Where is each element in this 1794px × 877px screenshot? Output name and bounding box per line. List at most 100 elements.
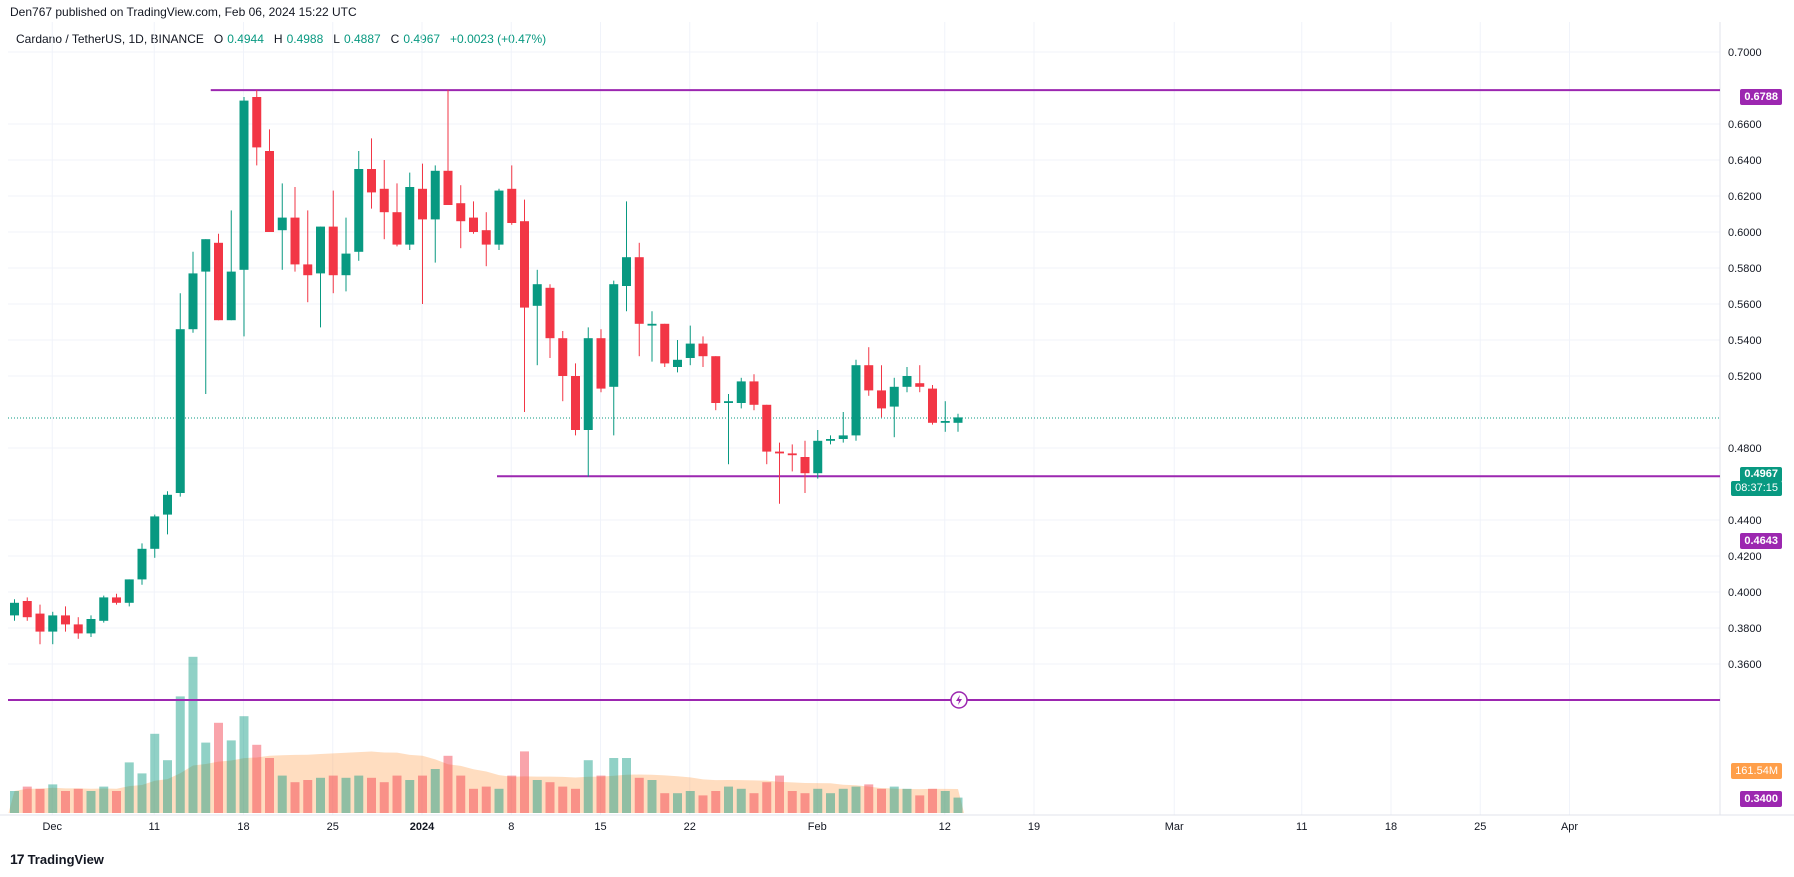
candle-body[interactable] (787, 453, 797, 456)
candle-body[interactable] (252, 97, 262, 148)
candle-body[interactable] (328, 226, 338, 276)
candle-body[interactable] (316, 226, 325, 274)
candle-body[interactable] (367, 169, 376, 193)
candle-body[interactable] (175, 329, 185, 493)
candle-body[interactable] (61, 615, 70, 625)
candle-body[interactable] (379, 188, 389, 213)
candle-body[interactable] (520, 221, 529, 308)
candle-body[interactable] (953, 417, 963, 423)
candle-body[interactable] (634, 257, 644, 324)
candlestick-chart[interactable]: 0.7000 0.6600 0.6400 0.6200 0.6000 0.5800 0.56… (0, 22, 1794, 850)
candle-body[interactable] (494, 190, 504, 245)
candle-body[interactable] (928, 388, 937, 423)
candle-body[interactable] (622, 257, 631, 286)
candle-body[interactable] (430, 170, 440, 220)
candle-body[interactable] (456, 203, 466, 222)
volume-bar (73, 788, 83, 813)
candle-body[interactable] (647, 323, 657, 326)
candle-body[interactable] (532, 284, 542, 306)
candle-body[interactable] (201, 239, 211, 272)
symbol-legend: Cardano / TetherUS, 1D, BINANCE O 0.4944 … (16, 32, 546, 46)
volume-bar (609, 758, 619, 813)
symbol-title[interactable]: Cardano / TetherUS, 1D, BINANCE (16, 32, 204, 46)
candle-body[interactable] (392, 212, 402, 245)
candle-body[interactable] (889, 386, 899, 407)
candle-body[interactable] (99, 597, 109, 621)
y-tick-label: 0.4200 (1728, 551, 1762, 563)
candle-body[interactable] (826, 439, 835, 441)
candle-body[interactable] (277, 217, 287, 231)
candle-body[interactable] (609, 284, 619, 387)
candle-body[interactable] (265, 151, 274, 232)
candle-body[interactable] (188, 273, 198, 330)
candle-body[interactable] (443, 170, 453, 205)
candle-body[interactable] (749, 381, 759, 405)
candle-body[interactable] (660, 323, 670, 364)
high-value: 0.4988 (286, 32, 324, 46)
candle-body[interactable] (877, 390, 886, 409)
candle-body[interactable] (724, 401, 733, 403)
candle-body[interactable] (112, 597, 121, 603)
candle-body[interactable] (800, 457, 810, 474)
low-label: L (333, 32, 340, 46)
low-value: 0.4887 (343, 32, 381, 46)
candle-body[interactable] (940, 421, 950, 423)
candle-body[interactable] (851, 365, 861, 436)
tradingview-brand[interactable]: 17 TradingView (10, 851, 104, 867)
lightning-bolt (956, 695, 962, 705)
candle-body[interactable] (673, 359, 682, 367)
candle-body[interactable] (150, 516, 160, 549)
candle-body[interactable] (545, 287, 555, 339)
candle-body[interactable] (775, 451, 784, 454)
candle-body[interactable] (354, 169, 364, 252)
candle-body[interactable] (864, 365, 874, 391)
candle-body[interactable] (596, 338, 606, 389)
candle-body[interactable] (813, 440, 823, 474)
volume-bar (698, 795, 708, 813)
candle-body[interactable] (22, 601, 32, 618)
candle-body[interactable] (583, 338, 593, 430)
candle-body[interactable] (469, 217, 478, 232)
candle-body[interactable] (558, 338, 568, 376)
candle-body[interactable] (698, 343, 708, 357)
candle-body[interactable] (507, 188, 517, 223)
candle-body[interactable] (48, 615, 58, 632)
candle-body[interactable] (163, 494, 172, 515)
candle-body[interactable] (915, 383, 925, 387)
candle-body[interactable] (762, 404, 772, 452)
candle-body[interactable] (685, 343, 695, 358)
candle-body[interactable] (73, 624, 83, 634)
x-tick-label: 15 (594, 821, 606, 833)
volume-bar (405, 780, 415, 813)
candle-body[interactable] (902, 376, 912, 387)
volume-bar (379, 782, 389, 813)
volume-bar (915, 795, 925, 813)
volume-bar (762, 782, 772, 813)
volume-bar (558, 786, 568, 813)
volume-bar (61, 791, 70, 813)
volume-bar (647, 780, 657, 813)
candle-body[interactable] (124, 579, 134, 603)
candle-body[interactable] (405, 187, 415, 245)
candle-body[interactable] (711, 356, 721, 403)
candle-body[interactable] (303, 264, 313, 276)
candle-body[interactable] (35, 613, 45, 632)
candle-body[interactable] (10, 602, 19, 616)
candle-body[interactable] (290, 217, 300, 265)
candle-body[interactable] (86, 619, 96, 634)
candle-body[interactable] (481, 230, 491, 245)
volume-bar (137, 773, 147, 813)
tradingview-logo-icon: 17 (10, 851, 25, 867)
volume-bar (800, 793, 810, 813)
candle-body[interactable] (137, 548, 147, 580)
candle-body[interactable] (838, 435, 848, 439)
x-tick-label: 11 (149, 821, 160, 833)
volume-bar (571, 788, 580, 813)
candle-body[interactable] (239, 100, 249, 270)
candle-body[interactable] (226, 271, 236, 321)
candle-body[interactable] (571, 376, 580, 430)
candle-body[interactable] (341, 253, 351, 276)
candle-body[interactable] (214, 242, 223, 321)
candle-body[interactable] (418, 188, 427, 220)
candle-body[interactable] (736, 381, 746, 403)
